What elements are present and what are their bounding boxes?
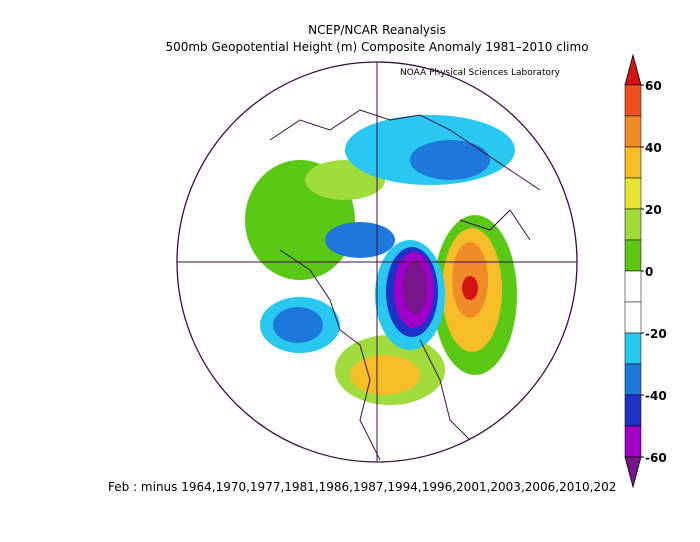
coastline (269, 109, 541, 461)
colorbar-bin (624, 239, 642, 272)
colorbar-bin (624, 84, 642, 117)
colorbar-bin (624, 301, 642, 334)
colorbar-bin (624, 177, 642, 210)
colorbar-bin (624, 270, 642, 303)
colorbar-arrow (624, 53, 642, 86)
colorbar-bin (624, 394, 642, 427)
colorbar-label: -20 (645, 327, 667, 341)
colorbar-bin (624, 363, 642, 396)
anomaly-blob (410, 140, 490, 180)
colorbar-label: 20 (645, 203, 662, 217)
colorbar-label: 0 (645, 265, 653, 279)
anomaly-blob (403, 262, 427, 314)
colorbar-bin (624, 146, 642, 179)
colorbar-arrow (624, 456, 642, 489)
colorbar-bin (624, 332, 642, 365)
colorbar-label: -60 (645, 451, 667, 465)
anomaly-blob (462, 276, 478, 300)
subtitle: 500mb Geopotential Height (m) Composite … (165, 40, 588, 54)
footer: Feb : minus 1964,1970,1977,1981,1986,198… (108, 480, 616, 494)
colorbar-bin (624, 208, 642, 241)
title: NCEP/NCAR Reanalysis (308, 23, 446, 37)
anomaly-blob (350, 355, 420, 395)
anomaly-blob (273, 307, 323, 343)
colorbar-bin (624, 115, 642, 148)
colorbar-bin (624, 425, 642, 458)
colorbar-label: 60 (645, 79, 662, 93)
credit: NOAA Physical Sciences Laboratory (400, 68, 561, 78)
anomaly-field (245, 109, 541, 461)
colorbar-label: 40 (645, 141, 662, 155)
colorbar: 60 40 20 0 -20 -40 -60 (624, 53, 667, 489)
anomaly-blob (325, 222, 395, 258)
colorbar-label: -40 (645, 389, 667, 403)
